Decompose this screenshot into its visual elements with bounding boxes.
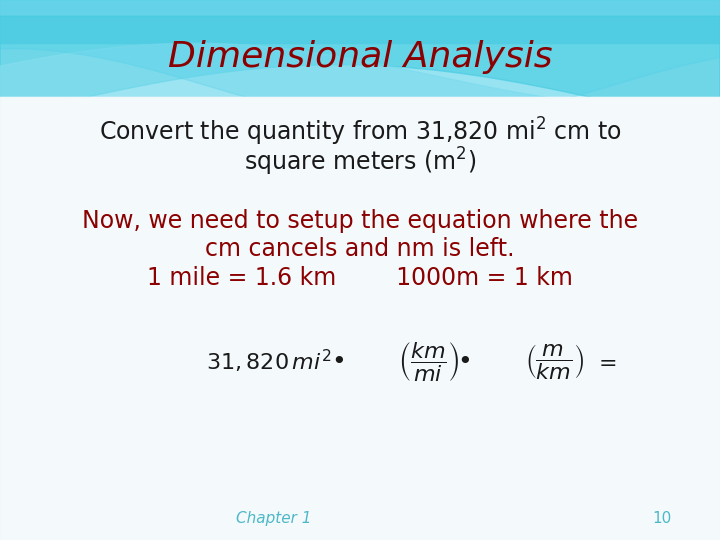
Text: •: • — [457, 350, 472, 374]
Polygon shape — [0, 0, 720, 97]
Text: $31,820\,mi^{2}$: $31,820\,mi^{2}$ — [206, 348, 331, 375]
Text: $\left(\dfrac{km}{mi}\right)$: $\left(\dfrac{km}{mi}\right)$ — [397, 340, 459, 383]
Polygon shape — [0, 97, 720, 540]
Text: 10: 10 — [653, 511, 672, 526]
Text: •: • — [331, 350, 346, 374]
Polygon shape — [0, 97, 720, 540]
Text: Chapter 1: Chapter 1 — [236, 511, 311, 526]
Text: Convert the quantity from 31,820 mi$^{2}$ cm to: Convert the quantity from 31,820 mi$^{2}… — [99, 116, 621, 148]
Text: Dimensional Analysis: Dimensional Analysis — [168, 40, 552, 73]
Text: cm cancels and nm is left.: cm cancels and nm is left. — [205, 238, 515, 261]
Polygon shape — [0, 0, 720, 43]
Text: $\left(\dfrac{m}{km}\right)$: $\left(\dfrac{m}{km}\right)$ — [525, 342, 584, 381]
Text: 1 mile = 1.6 km        1000m = 1 km: 1 mile = 1.6 km 1000m = 1 km — [147, 266, 573, 289]
Text: $=$: $=$ — [593, 352, 616, 372]
Text: Now, we need to setup the equation where the: Now, we need to setup the equation where… — [82, 210, 638, 233]
Text: square meters (m$^{2}$): square meters (m$^{2}$) — [244, 146, 476, 178]
